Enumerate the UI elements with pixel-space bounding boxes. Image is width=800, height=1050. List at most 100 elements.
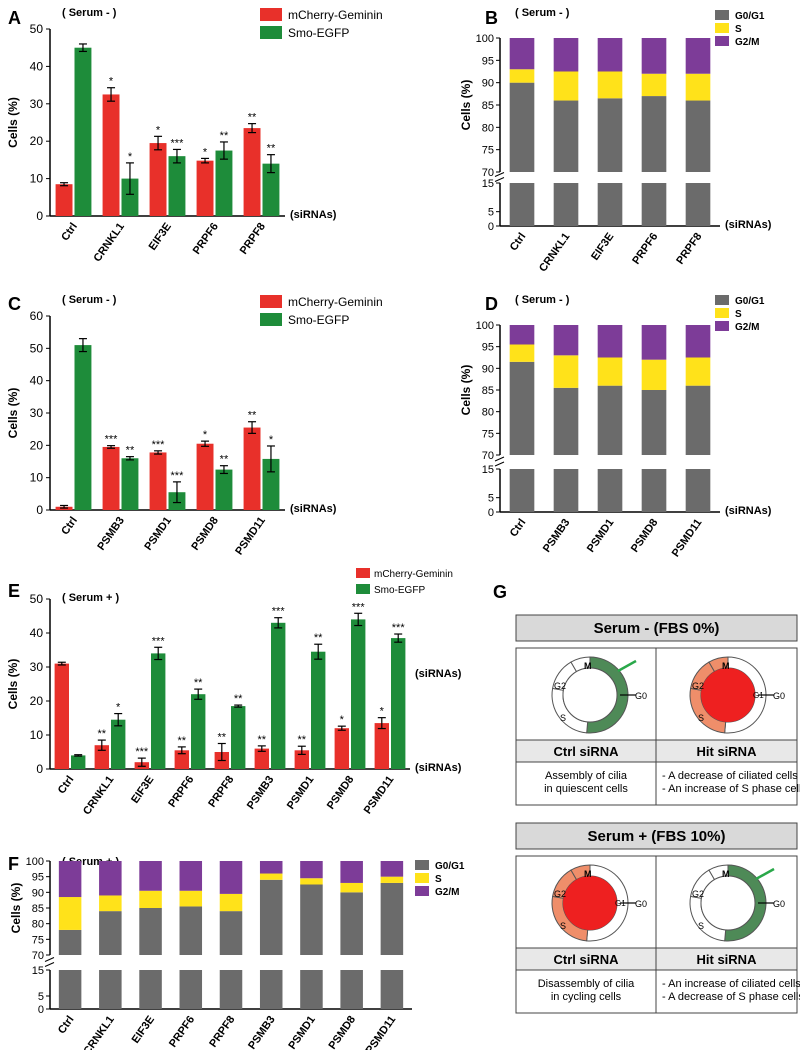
panel-label: B — [485, 8, 498, 28]
significance-mark: ** — [248, 410, 257, 422]
x-tick-label-psmb3: PSMB3 — [246, 1014, 278, 1050]
bar-smo-egfp-prpf8 — [231, 706, 246, 769]
bar-lower-psmd11 — [685, 469, 711, 512]
x-tick-label-ctrl: Ctrl — [59, 221, 80, 243]
significance-mark: *** — [152, 635, 166, 647]
y-tick-label: 75 — [482, 428, 494, 440]
bar-s-eif3e — [597, 71, 623, 99]
x-tick-label-psmd11: PSMD11 — [362, 774, 397, 816]
bar-mcherry-geminin-psmb3 — [254, 748, 269, 769]
panel-label: E — [8, 581, 20, 601]
panel-g: G Serum - (FBS 0%) M G2 S G0 M G2 S G1 G0 Ctrl siRN… — [493, 582, 800, 1014]
x-tick-label-psmd8: PSMD8 — [327, 1014, 359, 1050]
bar-s-ctrl — [58, 897, 82, 930]
bar-mcherry-geminin-psmd11 — [243, 427, 261, 510]
y-axis-title: Cells (%) — [6, 97, 20, 148]
legend-swatch-mcherry-geminin — [260, 8, 282, 21]
x-axis-title: (siRNAs) — [290, 209, 337, 221]
bar-smo-egfp-psmb3 — [121, 458, 139, 510]
legend-label-g2-m: G2/M — [735, 322, 759, 333]
bar-g0-g1-crnkl1 — [99, 911, 122, 955]
legend-swatch-s — [415, 873, 429, 883]
ctrl-sirna-label: Ctrl siRNA — [553, 952, 619, 967]
bar-lower-prpf6 — [641, 183, 667, 226]
bar-s-prpf6 — [641, 73, 667, 97]
bar-s-eif3e — [139, 890, 162, 908]
bar-lower-ctrl — [58, 970, 82, 1009]
y-tick-label: 60 — [30, 309, 44, 323]
bar-g0-g1-psmd8 — [641, 390, 667, 455]
legend-swatch-mcherry-geminin — [356, 568, 370, 578]
bar-g0-g1-ctrl — [509, 82, 535, 172]
bar-lower-prpf6 — [179, 970, 203, 1009]
y-tick-label: 0 — [488, 507, 494, 519]
bar-lower-psmb3 — [553, 469, 579, 512]
y-axis-title: Cells (%) — [6, 659, 20, 710]
x-tick-label-ctrl: Ctrl — [56, 774, 77, 796]
bar-mcherry-geminin-ctrl — [55, 184, 73, 216]
legend-label-s: S — [435, 874, 442, 885]
x-tick-label-psmd8: PSMD8 — [189, 515, 221, 553]
bar-lower-ctrl — [509, 183, 535, 226]
bar-g0-g1-prpf6 — [179, 906, 203, 955]
bar-lower-psmd1 — [300, 970, 323, 1009]
bar-s-crnkl1 — [553, 71, 579, 101]
x-axis-title: (siRNAs) — [415, 668, 462, 680]
phase-label-g1: G1 — [615, 899, 626, 908]
x-tick-label-psmb3: PSMB3 — [541, 517, 573, 555]
significance-mark: ** — [220, 454, 229, 466]
legend-label-g0-g1: G0/G1 — [435, 861, 465, 872]
x-tick-label-psmd1: PSMD1 — [142, 515, 174, 553]
phase-label-s: S — [698, 921, 704, 931]
bar-smo-egfp-prpf6 — [191, 694, 206, 769]
y-axis-title: Cells (%) — [459, 80, 473, 131]
phase-label-m: M — [584, 661, 592, 671]
bar-mcherry-geminin-prpf8 — [243, 128, 261, 216]
bar-lower-crnkl1 — [99, 970, 122, 1009]
legend-swatch-g0-g1 — [415, 860, 429, 870]
bar-smo-egfp-ctrl — [74, 47, 92, 217]
y-tick-label: 50 — [30, 592, 44, 606]
bar-g2-m-psmd8 — [340, 861, 363, 883]
ctrl-description: Assembly of cilia — [545, 770, 628, 782]
legend-label-s: S — [735, 24, 742, 35]
hit-description: - A decrease of S phase cells — [662, 991, 800, 1003]
y-tick-label: 70 — [482, 450, 494, 462]
y-tick-label: 0 — [38, 1004, 44, 1016]
y-tick-label: 95 — [482, 55, 494, 67]
bar-g0-g1-prpf8 — [219, 911, 243, 955]
phase-label-s: S — [560, 713, 566, 723]
bar-s-crnkl1 — [99, 895, 122, 912]
phase-label-g2: G2 — [554, 681, 566, 691]
legend-label-s: S — [735, 309, 742, 320]
ctrl-sirna-label: Ctrl siRNA — [553, 744, 619, 759]
legend-swatch-g0-g1 — [715, 10, 729, 20]
phase-label-g0: G0 — [773, 691, 785, 701]
x-tick-label-psmd1: PSMD1 — [585, 517, 617, 555]
significance-mark: *** — [171, 137, 185, 149]
y-tick-label: 15 — [482, 464, 494, 476]
legend-label-smo-egfp: Smo-EGFP — [288, 26, 349, 40]
y-tick-label: 70 — [482, 167, 494, 179]
phase-label-m: M — [722, 869, 730, 879]
axis-break-mark — [494, 461, 505, 467]
y-tick-label: 5 — [488, 207, 494, 219]
x-axis-title: (siRNAs) — [290, 503, 337, 515]
bar-g2-m-psmd11 — [380, 861, 404, 877]
bar-g2-m-psmd11 — [685, 325, 711, 358]
bar-s-psmd8 — [641, 359, 667, 390]
hit-description: - A decrease of ciliated cells — [662, 770, 798, 782]
phase-label-s: S — [698, 713, 704, 723]
phase-label-g2: G2 — [692, 681, 704, 691]
y-tick-label: 70 — [32, 950, 44, 962]
y-tick-label: 100 — [476, 320, 494, 332]
y-tick-label: 40 — [30, 59, 44, 73]
x-tick-label-psmd8: PSMD8 — [629, 517, 661, 555]
bar-g2-m-psmb3 — [553, 325, 579, 356]
significance-mark: *** — [352, 601, 366, 613]
bar-g2-m-eif3e — [597, 38, 623, 72]
legend-label-smo-egfp: Smo-EGFP — [374, 585, 425, 596]
bar-mcherry-geminin-prpf6 — [196, 160, 214, 216]
x-tick-label-ctrl: Ctrl — [59, 515, 80, 537]
bar-g0-g1-prpf8 — [685, 100, 711, 172]
